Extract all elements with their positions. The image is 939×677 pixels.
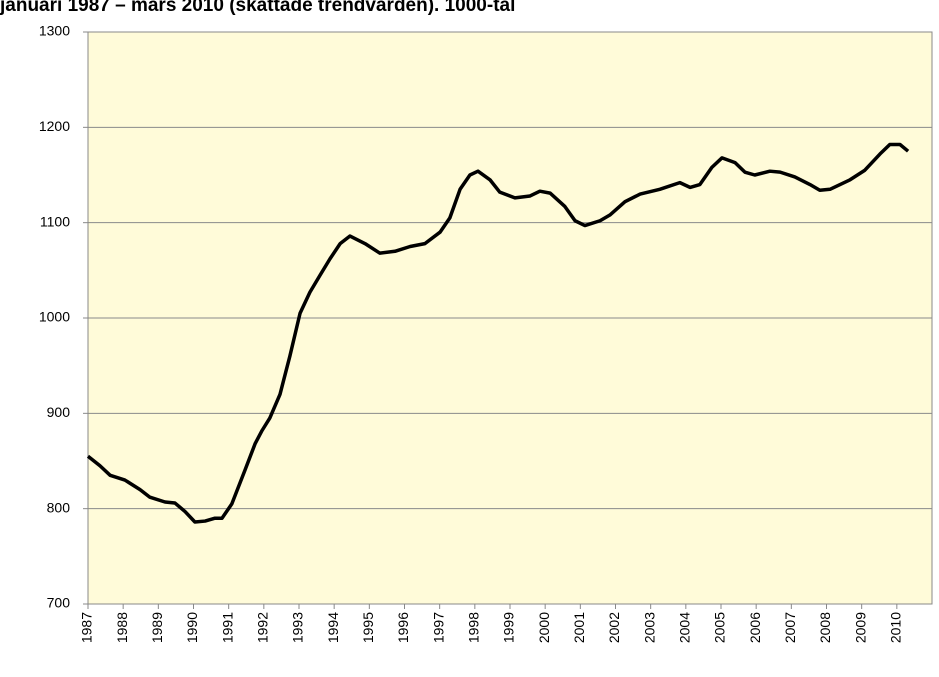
x-tick-label: 1988 — [114, 612, 130, 643]
x-tick-label: 1996 — [395, 612, 411, 643]
x-tick-label: 2010 — [888, 612, 904, 643]
x-tick-label: 2001 — [571, 612, 587, 643]
x-tick-label: 1990 — [184, 612, 200, 643]
x-tick-label: 1987 — [79, 612, 95, 643]
y-tick-label: 700 — [47, 595, 71, 611]
chart-title: januari 1987 – mars 2010 (skattade trend… — [0, 0, 515, 16]
x-tick-label: 1991 — [219, 612, 235, 643]
y-tick-label: 1300 — [39, 23, 70, 39]
x-tick-label: 2002 — [606, 612, 622, 643]
x-tick-label: 2000 — [536, 612, 552, 643]
x-tick-label: 1998 — [466, 612, 482, 643]
x-tick-label: 2004 — [677, 612, 693, 643]
y-tick-label: 900 — [47, 404, 71, 420]
y-tick-label: 1200 — [39, 118, 70, 134]
x-tick-label: 1993 — [290, 612, 306, 643]
x-tick-label: 2007 — [782, 612, 798, 643]
x-tick-label: 2006 — [747, 612, 763, 643]
x-tick-label: 1994 — [325, 612, 341, 643]
x-tick-label: 1989 — [149, 612, 165, 643]
x-tick-label: 2009 — [852, 612, 868, 643]
x-tick-label: 1999 — [501, 612, 517, 643]
y-tick-label: 1100 — [40, 213, 70, 229]
x-tick-label: 1997 — [430, 612, 446, 643]
x-tick-label: 2005 — [712, 612, 728, 643]
y-tick-label: 800 — [47, 499, 71, 515]
y-tick-label: 1000 — [39, 309, 70, 325]
x-tick-label: 2008 — [817, 612, 833, 643]
x-tick-label: 2003 — [641, 612, 657, 643]
trend-line — [86, 142, 910, 524]
x-tick-label: 1992 — [255, 612, 271, 643]
x-tick-label: 1995 — [360, 612, 376, 643]
